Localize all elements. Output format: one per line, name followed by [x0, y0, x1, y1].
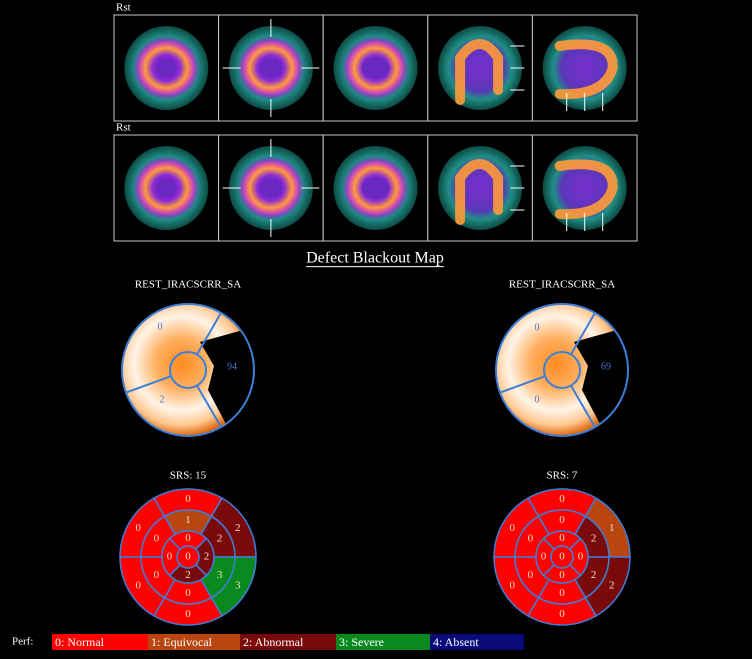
- segment-score: 2: [591, 532, 597, 544]
- polar-divider: [570, 385, 596, 428]
- region-value: 0: [158, 321, 163, 332]
- segment-score: 0: [541, 551, 547, 563]
- segment-score: 0: [528, 532, 534, 544]
- segment-score: 2: [217, 532, 223, 544]
- segment-score: 0: [135, 579, 141, 591]
- segment-score: 0: [559, 551, 565, 563]
- segment-score: 0: [185, 608, 191, 620]
- legend-item: 1: Equivocal: [151, 635, 213, 649]
- srs-label: SRS: 15: [170, 470, 207, 482]
- segment-score: 0: [528, 569, 534, 581]
- legend-item: 0: Normal: [55, 635, 105, 649]
- polar-ring: [169, 351, 207, 389]
- segment-score: 0: [509, 522, 515, 534]
- scan-blob: [438, 146, 523, 230]
- polar-divider: [125, 375, 172, 394]
- region-value: 2: [160, 394, 165, 405]
- segment-score: 0: [559, 608, 565, 620]
- region-value: 0: [535, 394, 540, 405]
- segment-score: 0: [167, 551, 173, 563]
- segment-score: 2: [235, 522, 241, 534]
- legend-swatch: [240, 634, 336, 650]
- segment-score: 2: [204, 551, 210, 563]
- polar-map-label: REST_IRACSCRR_SA: [509, 279, 615, 291]
- polar-ring: [121, 303, 255, 437]
- scan-cavity: [258, 58, 283, 78]
- segment-score: 3: [235, 579, 241, 591]
- defect-blackout: [574, 330, 630, 424]
- polar-divider: [196, 312, 222, 355]
- legend-swatch: [148, 634, 240, 650]
- defect-blackout: [200, 330, 256, 424]
- region-value: 69: [601, 361, 611, 372]
- scan-ring: [455, 159, 504, 225]
- scan-cavity: [258, 178, 283, 198]
- segment-score: 3: [217, 569, 223, 581]
- segment-score: 0: [559, 569, 565, 581]
- segment-score: 0: [578, 551, 584, 563]
- scan-label: Rst: [116, 2, 131, 14]
- segment-score: 0: [135, 522, 141, 534]
- segment-score: 0: [559, 493, 565, 505]
- polar-divider: [570, 312, 596, 355]
- section-title: Defect Blackout Map: [306, 250, 444, 267]
- polar-map-label: REST_IRACSCRR_SA: [135, 279, 241, 291]
- scan-cavity: [361, 177, 390, 199]
- segment-score: 2: [591, 569, 597, 581]
- polar-ring: [543, 351, 581, 389]
- region-value: 0: [535, 322, 540, 333]
- segment-score: 0: [509, 579, 515, 591]
- segment-score: 0: [185, 532, 191, 544]
- legend-item: 4: Absent: [433, 635, 479, 649]
- scan-cavity: [156, 59, 177, 77]
- region-value: 94: [227, 361, 237, 372]
- score-segment: [550, 545, 574, 569]
- segment-score: 0: [559, 587, 565, 599]
- legend-swatch: [336, 634, 430, 650]
- segment-score: 0: [185, 493, 191, 505]
- legend-item: 3: Severe: [339, 635, 384, 649]
- segment-score: 1: [185, 514, 191, 526]
- segment-score: 2: [185, 569, 191, 581]
- scan-blob: [438, 26, 523, 110]
- segment-score: 0: [185, 551, 191, 563]
- scan-cavity: [361, 57, 390, 79]
- segment-score: 1: [609, 522, 615, 534]
- scan-label: Rst: [116, 122, 131, 134]
- legend-label: Perf:: [12, 636, 33, 648]
- segment-score: 2: [609, 579, 615, 591]
- legend-swatch: [430, 634, 524, 650]
- segment-score: 0: [559, 532, 565, 544]
- scan-ring: [554, 159, 618, 220]
- segment-score: 0: [559, 514, 565, 526]
- segment-score: 0: [154, 532, 160, 544]
- segment-score: 0: [154, 569, 160, 581]
- scan-ring: [554, 39, 618, 100]
- segment-score: 0: [185, 587, 191, 599]
- polar-divider: [499, 375, 546, 394]
- legend-item: 2: Abnormal: [243, 635, 304, 649]
- scan-ring: [455, 39, 504, 105]
- polar-divider: [196, 385, 222, 428]
- polar-ring: [495, 303, 629, 437]
- srs-label: SRS: 7: [547, 470, 578, 482]
- score-segment: [176, 545, 200, 569]
- legend-swatch: [52, 634, 148, 650]
- scan-cavity: [156, 179, 177, 197]
